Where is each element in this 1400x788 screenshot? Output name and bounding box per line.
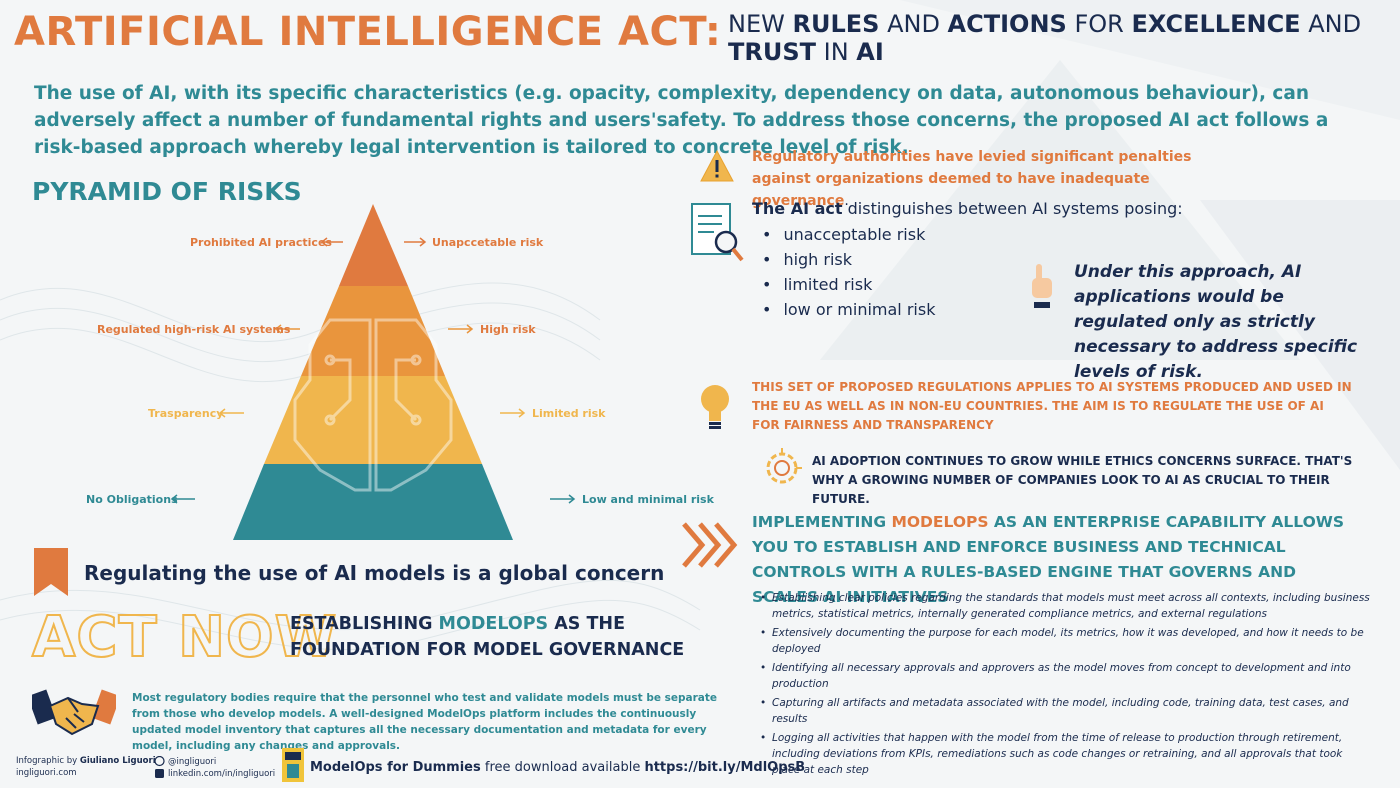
dummies-link[interactable]: https://bit.ly/MdlOpsB	[644, 760, 806, 775]
pointing-hand-icon	[1032, 264, 1052, 308]
pyramid-left-label-4: No Obligations	[86, 493, 178, 506]
modelops-practices-list: Establishing clear policies regarding th…	[760, 590, 1372, 781]
pyramid-right-label-2: High risk	[480, 323, 536, 336]
list-item: limited risk	[762, 272, 935, 297]
approach-text: Under this approach, AI applications wou…	[1074, 262, 1358, 382]
list-item: Establishing clear policies regarding th…	[760, 590, 1372, 622]
brain-icon	[293, 318, 453, 492]
book-cover-icon	[282, 748, 304, 782]
page-subtitle: NEW RULES AND ACTIONS FOR EXCELLENCE AND…	[728, 10, 1362, 66]
warning-icon	[700, 150, 734, 182]
modelops-foundation-text: ESTABLISHING MODELOPS AS THE FOUNDATION …	[290, 614, 685, 660]
ai-adoption-text: AI ADOPTION CONTINUES TO GROW WHILE ETHI…	[812, 454, 1353, 506]
pyramid-left-label-3: Trasparency	[148, 407, 224, 420]
pyramid-right-label-3: Limited risk	[532, 407, 606, 420]
list-item: Logging all activities that happen with …	[760, 730, 1372, 778]
act-distinguishes-text: The AI act distinguishes between AI syst…	[752, 199, 1183, 218]
pyramid-right-label-4: Low and minimal risk	[582, 493, 714, 506]
pyramid-right-label-1: Unapccetable risk	[432, 236, 544, 249]
list-item: Extensively documenting the purpose for …	[760, 625, 1372, 657]
linkedin-link[interactable]: linkedin.com/in/ingliguori	[168, 769, 276, 779]
regulatory-bodies-text: Most regulatory bodies require that the …	[132, 692, 717, 752]
pyramid-level-4	[233, 464, 513, 540]
pyramid-level-3	[264, 376, 482, 464]
pyramid-level-2	[301, 286, 445, 376]
document-search-icon	[691, 203, 744, 262]
bookmark-icon	[34, 548, 68, 596]
infographic-credit: Infographic by Giuliano Liguori	[16, 756, 156, 766]
list-item: Capturing all artifacts and metadata ass…	[760, 695, 1372, 727]
pyramid-graphic	[170, 204, 576, 540]
ai-gear-icon	[766, 448, 802, 484]
lightbulb-icon	[701, 385, 729, 429]
website-credit[interactable]: ingliguori.com	[16, 768, 77, 778]
intro-text: The use of AI, with its specific charact…	[34, 83, 1329, 158]
page-title: ARTIFICIAL INTELLIGENCE ACT:	[14, 9, 722, 55]
list-item: low or minimal risk	[762, 297, 935, 322]
pyramid-title: PYRAMID OF RISKS	[32, 177, 302, 206]
list-item: unacceptable risk	[762, 222, 935, 247]
dummies-download-text: ModelOps for Dummies free download avail…	[310, 760, 806, 775]
penalties-warning-text: Regulatory authorities have levied signi…	[752, 149, 1192, 209]
eu-regulations-text: THIS SET OF PROPOSED REGULATIONS APPLIES…	[752, 380, 1352, 432]
risk-list: unacceptable risk high risk limited risk…	[762, 222, 935, 322]
handshake-icon	[32, 689, 116, 736]
pyramid-left-label-1: Prohibited AI practices	[190, 236, 332, 249]
global-concern-text: Regulating the use of AI models is a glo…	[84, 561, 665, 585]
social-icons	[154, 756, 165, 778]
pyramid-level-1	[339, 204, 408, 286]
pyramid-left-label-2: Regulated high-risk AI systems	[97, 323, 291, 336]
list-item: high risk	[762, 247, 935, 272]
act-now-heading: ACT NOW	[31, 605, 338, 671]
chevrons-icon	[682, 522, 738, 568]
list-item: Identifying all necessary approvals and …	[760, 660, 1372, 692]
instagram-handle[interactable]: @ingliguori	[168, 757, 217, 767]
